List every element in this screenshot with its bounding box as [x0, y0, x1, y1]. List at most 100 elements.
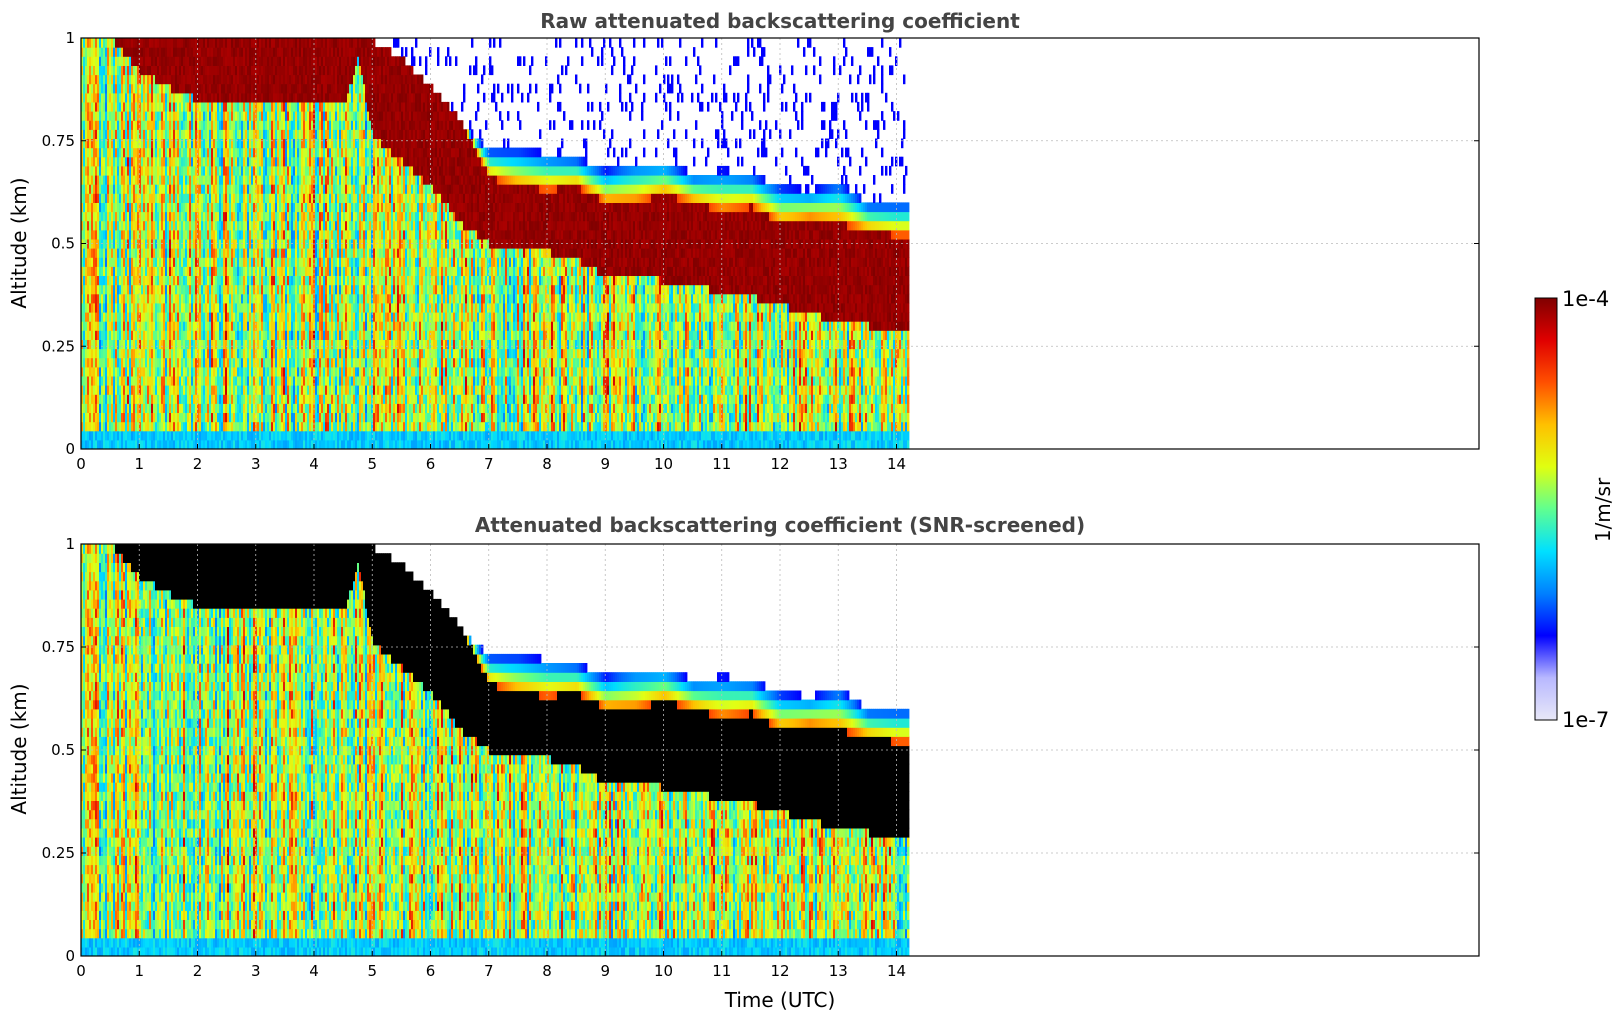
- heatmap-cell: [135, 211, 138, 222]
- heatmap-cell: [187, 385, 190, 395]
- heatmap-cell: [121, 385, 124, 395]
- heatmap-cell: [131, 129, 134, 139]
- heatmap-cell: [131, 175, 134, 185]
- heatmap-cell: [133, 120, 136, 130]
- heatmap-cell: [165, 348, 168, 359]
- heatmap-cell: [97, 357, 100, 368]
- heatmap-cell: [157, 38, 160, 48]
- heatmap-cell: [109, 47, 112, 57]
- heatmap-cell: [187, 92, 190, 103]
- heatmap-cell: [149, 321, 152, 331]
- heatmap-cell: [157, 56, 160, 66]
- heatmap-cell: [111, 348, 114, 359]
- heatmap-cell: [157, 147, 160, 158]
- heatmap-cell: [115, 348, 118, 359]
- heatmap-cell: [119, 229, 122, 240]
- heatmap-cell: [137, 357, 140, 368]
- heatmap-cell: [91, 321, 94, 331]
- heatmap-cell: [169, 129, 172, 139]
- heatmap-cell: [167, 321, 170, 331]
- heatmap-cell: [135, 266, 138, 276]
- heatmap-cell: [99, 156, 102, 167]
- heatmap-cell: [97, 38, 100, 48]
- heatmap-cell: [175, 211, 178, 222]
- heatmap-cell: [125, 56, 128, 66]
- heatmap-cell: [87, 202, 90, 213]
- heatmap-cell: [95, 275, 98, 286]
- heatmap-cell: [89, 257, 92, 267]
- heatmap-cell: [167, 284, 170, 295]
- heatmap-cell: [123, 47, 126, 57]
- heatmap-cell: [93, 439, 96, 449]
- heatmap-cell: [191, 211, 194, 222]
- heatmap-cell: [143, 120, 146, 130]
- heatmap-cell: [93, 193, 96, 203]
- heatmap-cell: [179, 302, 182, 313]
- heatmap-cell: [123, 129, 126, 139]
- heatmap-cell: [113, 111, 116, 121]
- heatmap-cell: [85, 184, 88, 194]
- heatmap-cell: [119, 248, 122, 258]
- heatmap-cell: [155, 366, 158, 377]
- heatmap-cell: [85, 302, 88, 313]
- heatmap-cell: [181, 92, 184, 103]
- heatmap-cell: [163, 175, 166, 185]
- heatmap-cell: [103, 65, 106, 76]
- heatmap-cell: [89, 302, 92, 313]
- heatmap-cell: [151, 248, 154, 258]
- heatmap-cell: [123, 83, 126, 94]
- heatmap-cell: [173, 312, 176, 322]
- heatmap-cell: [135, 275, 138, 286]
- heatmap-cell: [97, 257, 100, 267]
- heatmap-cell: [91, 47, 94, 57]
- heatmap-cell: [87, 312, 90, 322]
- heatmap-cell: [191, 138, 194, 149]
- heatmap-cell: [135, 202, 138, 213]
- heatmap-cell: [105, 165, 108, 176]
- heatmap-cell: [101, 120, 104, 130]
- heatmap-cell: [121, 147, 124, 158]
- heatmap-cell: [91, 92, 94, 103]
- heatmap-cell: [187, 275, 190, 286]
- heatmap-cell: [185, 348, 188, 359]
- heatmap-cell: [177, 293, 180, 304]
- heatmap-cell: [149, 366, 152, 377]
- heatmap-cell: [87, 83, 90, 94]
- heatmap-cell: [159, 302, 162, 313]
- heatmap-cell: [189, 156, 192, 167]
- heatmap-cell: [89, 202, 92, 213]
- heatmap-cell: [147, 156, 150, 167]
- heatmap-cell: [165, 357, 168, 368]
- heatmap-cell: [97, 211, 100, 222]
- heatmap-cell: [81, 92, 84, 103]
- heatmap-cell: [125, 275, 128, 286]
- heatmap-cell: [81, 257, 84, 267]
- heatmap-cell: [149, 184, 152, 194]
- heatmap-cell: [103, 312, 106, 322]
- heatmap-cell: [91, 293, 94, 304]
- heatmap-cell: [179, 101, 182, 112]
- heatmap-cell: [105, 412, 108, 423]
- heatmap-cell: [149, 47, 152, 57]
- heatmap-cell: [171, 403, 174, 413]
- heatmap-cell: [147, 65, 150, 76]
- heatmap-cell: [163, 156, 166, 167]
- heatmap-cell: [111, 202, 114, 213]
- heatmap-cell: [175, 56, 178, 66]
- heatmap-cell: [115, 366, 118, 377]
- heatmap-cell: [117, 74, 120, 85]
- heatmap-cell: [123, 248, 126, 258]
- heatmap-cell: [125, 321, 128, 331]
- heatmap-cell: [127, 56, 130, 66]
- heatmap-cell: [83, 394, 86, 404]
- heatmap-cell: [191, 375, 194, 386]
- heatmap-cell: [139, 348, 142, 359]
- heatmap-cell: [173, 38, 176, 48]
- heatmap-cell: [113, 439, 116, 449]
- heatmap-cell: [83, 193, 86, 203]
- heatmap-cell: [147, 175, 150, 185]
- heatmap-cell: [83, 202, 86, 213]
- heatmap-cell: [155, 193, 158, 203]
- heatmap-cell: [131, 293, 134, 304]
- heatmap-cell: [135, 412, 138, 423]
